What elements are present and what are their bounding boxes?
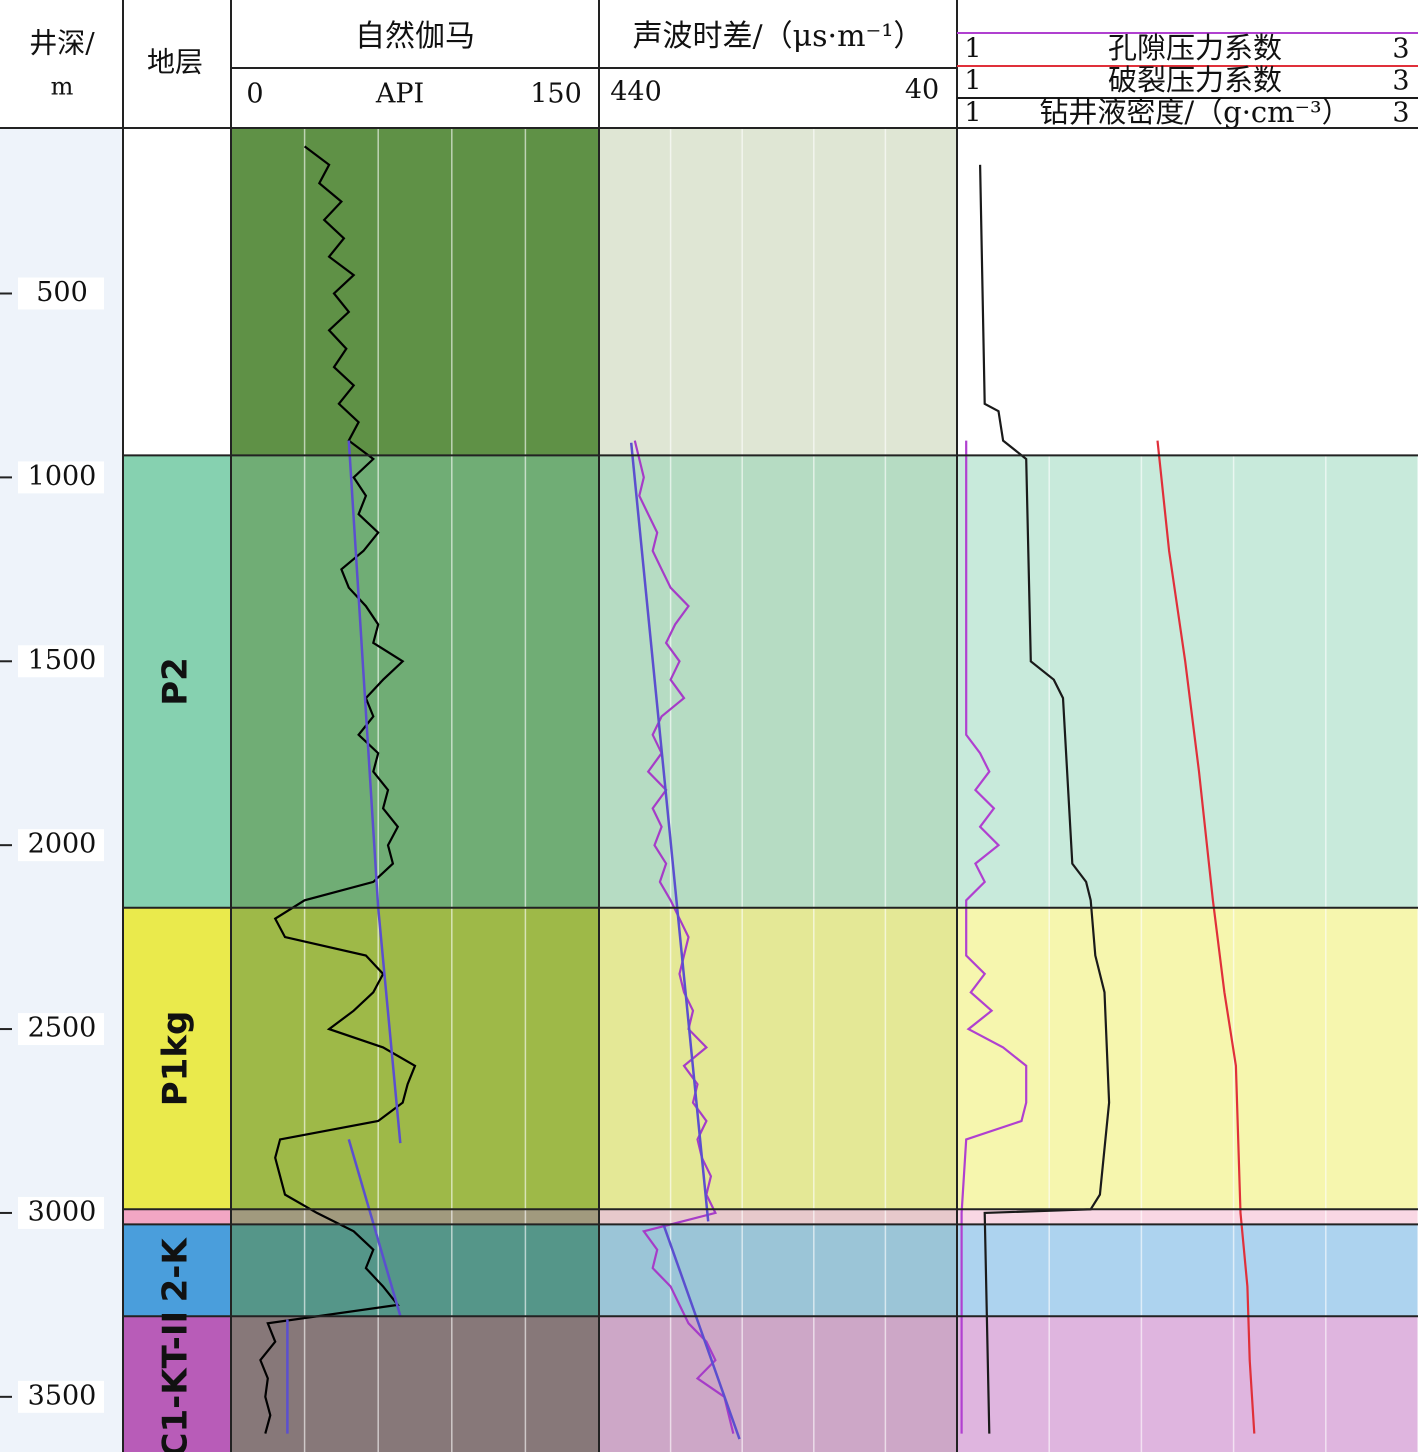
- formation-tint: [231, 1224, 599, 1317]
- scale-unit: API: [375, 79, 424, 110]
- y-tick-label-bg: [18, 1380, 104, 1413]
- y-tick-label-bg: [18, 1196, 104, 1229]
- legend-scale: 3: [1392, 98, 1409, 129]
- formation-label: C1-KT-II: [156, 1311, 196, 1452]
- formation-tint: [599, 1224, 957, 1317]
- legend-scale: 3: [1392, 66, 1409, 97]
- y-tick-label: 1000: [28, 461, 97, 492]
- y-tick-label-bg: [18, 645, 104, 678]
- y-tick-label-bg: [18, 829, 104, 862]
- legend-label: 孔隙压力系数: [1108, 31, 1282, 65]
- y-tick-label: 1500: [28, 645, 97, 676]
- depth-column: [0, 128, 123, 1452]
- formation: [123, 1224, 231, 1317]
- track-title: 自然伽马: [355, 19, 475, 54]
- legend-label: 破裂压力系数: [1108, 63, 1282, 97]
- formation-tint: [231, 455, 599, 908]
- track-background: [957, 128, 1418, 1452]
- formation: [123, 128, 231, 456]
- scale-label: 440: [610, 77, 662, 108]
- formation-tint: [599, 1209, 957, 1225]
- log-curve: [979, 164, 1111, 1434]
- y-tick-label-bg: [18, 277, 104, 310]
- scale-label: 150: [530, 79, 582, 110]
- formation-tint: [957, 1224, 1418, 1317]
- y-tick-label: 500: [36, 277, 88, 308]
- y-tick-label: 3000: [28, 1196, 97, 1227]
- formation-tint: [957, 907, 1418, 1210]
- formation-tint: [231, 1209, 599, 1225]
- legend-scale: 1: [964, 98, 981, 129]
- depth-title: 井深/: [29, 27, 95, 60]
- formation-tint: [599, 907, 957, 1210]
- formation: [123, 1209, 231, 1225]
- formation-tint: [957, 1316, 1418, 1452]
- log-curve: [633, 440, 735, 1434]
- scale-label: 0: [246, 79, 263, 110]
- y-tick-label-bg: [18, 461, 104, 494]
- formation: [123, 455, 231, 908]
- scale-label: 40: [905, 75, 939, 106]
- y-tick-label: 3500: [28, 1380, 97, 1411]
- y-tick-label: 2500: [28, 1013, 97, 1044]
- formation: [123, 1316, 231, 1452]
- legend-scale: 1: [964, 34, 981, 65]
- log-curve: [347, 1139, 402, 1317]
- formation-tint: [957, 1209, 1418, 1225]
- formation-title: 地层: [147, 46, 203, 79]
- formation-tint: [231, 907, 599, 1210]
- legend-scale: 3: [1392, 34, 1409, 65]
- formation-tint: [599, 1316, 957, 1452]
- y-tick-label-bg: [18, 1013, 104, 1046]
- tracks: [123, 128, 1418, 1452]
- formation-label: P2: [156, 657, 196, 706]
- log-curve: [960, 440, 1028, 1434]
- formation: [123, 907, 231, 1210]
- formation-tint: [231, 1316, 599, 1452]
- track-background: [231, 128, 599, 1452]
- depth-title: m: [51, 73, 74, 101]
- track-background: [599, 128, 957, 1452]
- legend-label: 钻井液密度/（g·cm⁻³）: [1039, 95, 1350, 129]
- formation-label: 2-K: [156, 1237, 196, 1303]
- log-curve: [629, 442, 710, 1222]
- log-curve: [662, 1223, 741, 1440]
- log-curve: [1156, 440, 1256, 1434]
- y-tick-label: 2000: [28, 829, 97, 860]
- log-curve: [259, 145, 417, 1434]
- track-title: 声波时差/（μs·m⁻¹）: [633, 19, 924, 54]
- legend-scale: 1: [964, 66, 981, 97]
- formation-label: P1kg: [156, 1011, 196, 1107]
